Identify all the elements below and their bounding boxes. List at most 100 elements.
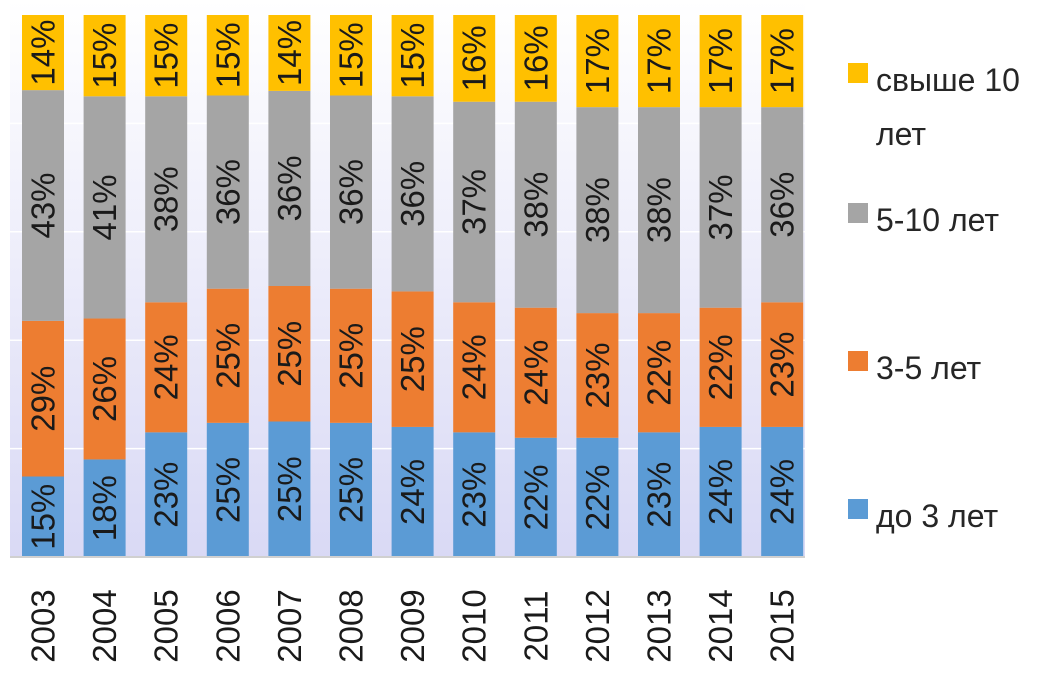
bar-segment <box>145 15 188 97</box>
data-label: 36% <box>209 159 246 225</box>
legend-item: до 3 лет <box>848 489 1046 543</box>
legend-swatch <box>848 203 868 223</box>
legend-item: 5-10 лет <box>848 193 1046 247</box>
x-tick-label: 2011 <box>517 591 554 662</box>
legend-swatch <box>848 499 868 519</box>
bar-segment <box>638 15 680 108</box>
bar-segment <box>391 291 434 427</box>
data-label: 23% <box>579 342 616 408</box>
x-tick-label: 2008 <box>333 589 370 662</box>
bar-segment <box>576 15 619 108</box>
bar-segment <box>145 96 188 303</box>
data-label: 16% <box>456 25 493 91</box>
data-label: 15% <box>333 22 370 88</box>
data-label: 26% <box>86 356 123 422</box>
data-label: 16% <box>517 25 554 91</box>
x-tick-label: 2010 <box>456 589 493 662</box>
data-label: 23% <box>641 462 678 528</box>
data-label: 25% <box>271 321 308 387</box>
data-label: 22% <box>702 334 739 400</box>
x-tick-label: 2014 <box>702 589 739 662</box>
bar-segment <box>514 101 557 308</box>
data-label: 25% <box>333 457 370 523</box>
data-label: 38% <box>517 172 554 238</box>
data-label: 22% <box>517 464 554 530</box>
data-label: 38% <box>641 177 678 243</box>
data-label: 22% <box>579 464 616 530</box>
bar-segment <box>391 15 434 97</box>
data-label: 14% <box>271 20 308 86</box>
data-label: 25% <box>209 457 246 523</box>
legend-label: свыше 10 лет <box>876 62 1020 152</box>
data-label: 29% <box>25 366 62 432</box>
bar-segment <box>83 459 126 557</box>
data-label: 15% <box>25 484 62 550</box>
bar-segment <box>145 302 188 433</box>
data-label: 14% <box>25 20 62 86</box>
x-tick-label: 2009 <box>394 589 431 662</box>
bar-segment <box>453 432 496 557</box>
data-label: 17% <box>764 28 801 94</box>
data-label: 17% <box>579 28 616 94</box>
bar-segment <box>391 96 434 292</box>
bar-segment <box>576 107 619 314</box>
bar-segment <box>761 302 804 427</box>
data-label: 25% <box>394 326 431 392</box>
data-label: 15% <box>148 23 185 89</box>
data-label: 24% <box>764 459 801 525</box>
bar-segment <box>83 96 126 319</box>
bars: 15% 29% 43% 14% 18% 26% 41% 15% 23% 24% 38% 15% 25% 2… <box>22 15 804 557</box>
data-label: 15% <box>209 22 246 88</box>
data-label: 43% <box>25 172 62 238</box>
data-label: 36% <box>764 172 801 238</box>
data-label: 23% <box>456 462 493 528</box>
bar-segment <box>206 422 249 557</box>
bar-segment <box>514 437 557 557</box>
bar-segment <box>22 476 64 557</box>
bar-segment <box>453 101 496 303</box>
legend-item: свыше 10 лет <box>848 53 1046 161</box>
bar-segment <box>206 288 249 423</box>
bar-segment <box>453 15 496 102</box>
data-label: 23% <box>148 462 185 528</box>
legend-swatch <box>848 351 868 371</box>
bar-segment <box>268 15 311 91</box>
data-label: 22% <box>641 340 678 406</box>
bar-segment <box>206 95 249 289</box>
data-label: 38% <box>148 166 185 232</box>
bar-segment <box>145 432 188 557</box>
data-label: 24% <box>456 334 493 400</box>
data-label: 36% <box>271 155 308 221</box>
legend-item: 3-5 лет <box>848 341 1046 395</box>
x-tick-label: 2015 <box>764 589 801 662</box>
bar-segment <box>268 90 311 286</box>
bar-segment <box>330 95 372 289</box>
bar-segment <box>206 15 249 96</box>
data-label: 24% <box>702 459 739 525</box>
bar-segment <box>761 426 804 557</box>
x-tick-label: 2003 <box>25 589 62 662</box>
bar-segment <box>330 288 372 423</box>
data-label: 15% <box>86 23 123 89</box>
data-label: 36% <box>333 159 370 225</box>
bar-segment <box>638 107 680 314</box>
bar-segment <box>391 426 434 557</box>
bar-segment <box>330 15 372 96</box>
data-label: 38% <box>579 177 616 243</box>
data-label: 25% <box>271 456 308 522</box>
bar-segment <box>638 432 680 557</box>
legend-label: до 3 лет <box>876 498 999 534</box>
x-tick-label: 2007 <box>271 589 308 662</box>
data-label: 36% <box>394 161 431 227</box>
bar-segment <box>83 15 126 97</box>
bar-segment <box>22 90 64 321</box>
bar-segment <box>514 15 557 102</box>
data-label: 15% <box>394 23 431 89</box>
bar-segment <box>761 107 804 303</box>
bar-segment <box>699 107 742 308</box>
data-label: 24% <box>517 340 554 406</box>
bar-segment <box>576 437 619 557</box>
bar-segment <box>453 302 496 433</box>
x-tick-labels: 2003 2004 2005 2006 2007 2008 2009 2010 2011 2012… <box>25 589 801 662</box>
